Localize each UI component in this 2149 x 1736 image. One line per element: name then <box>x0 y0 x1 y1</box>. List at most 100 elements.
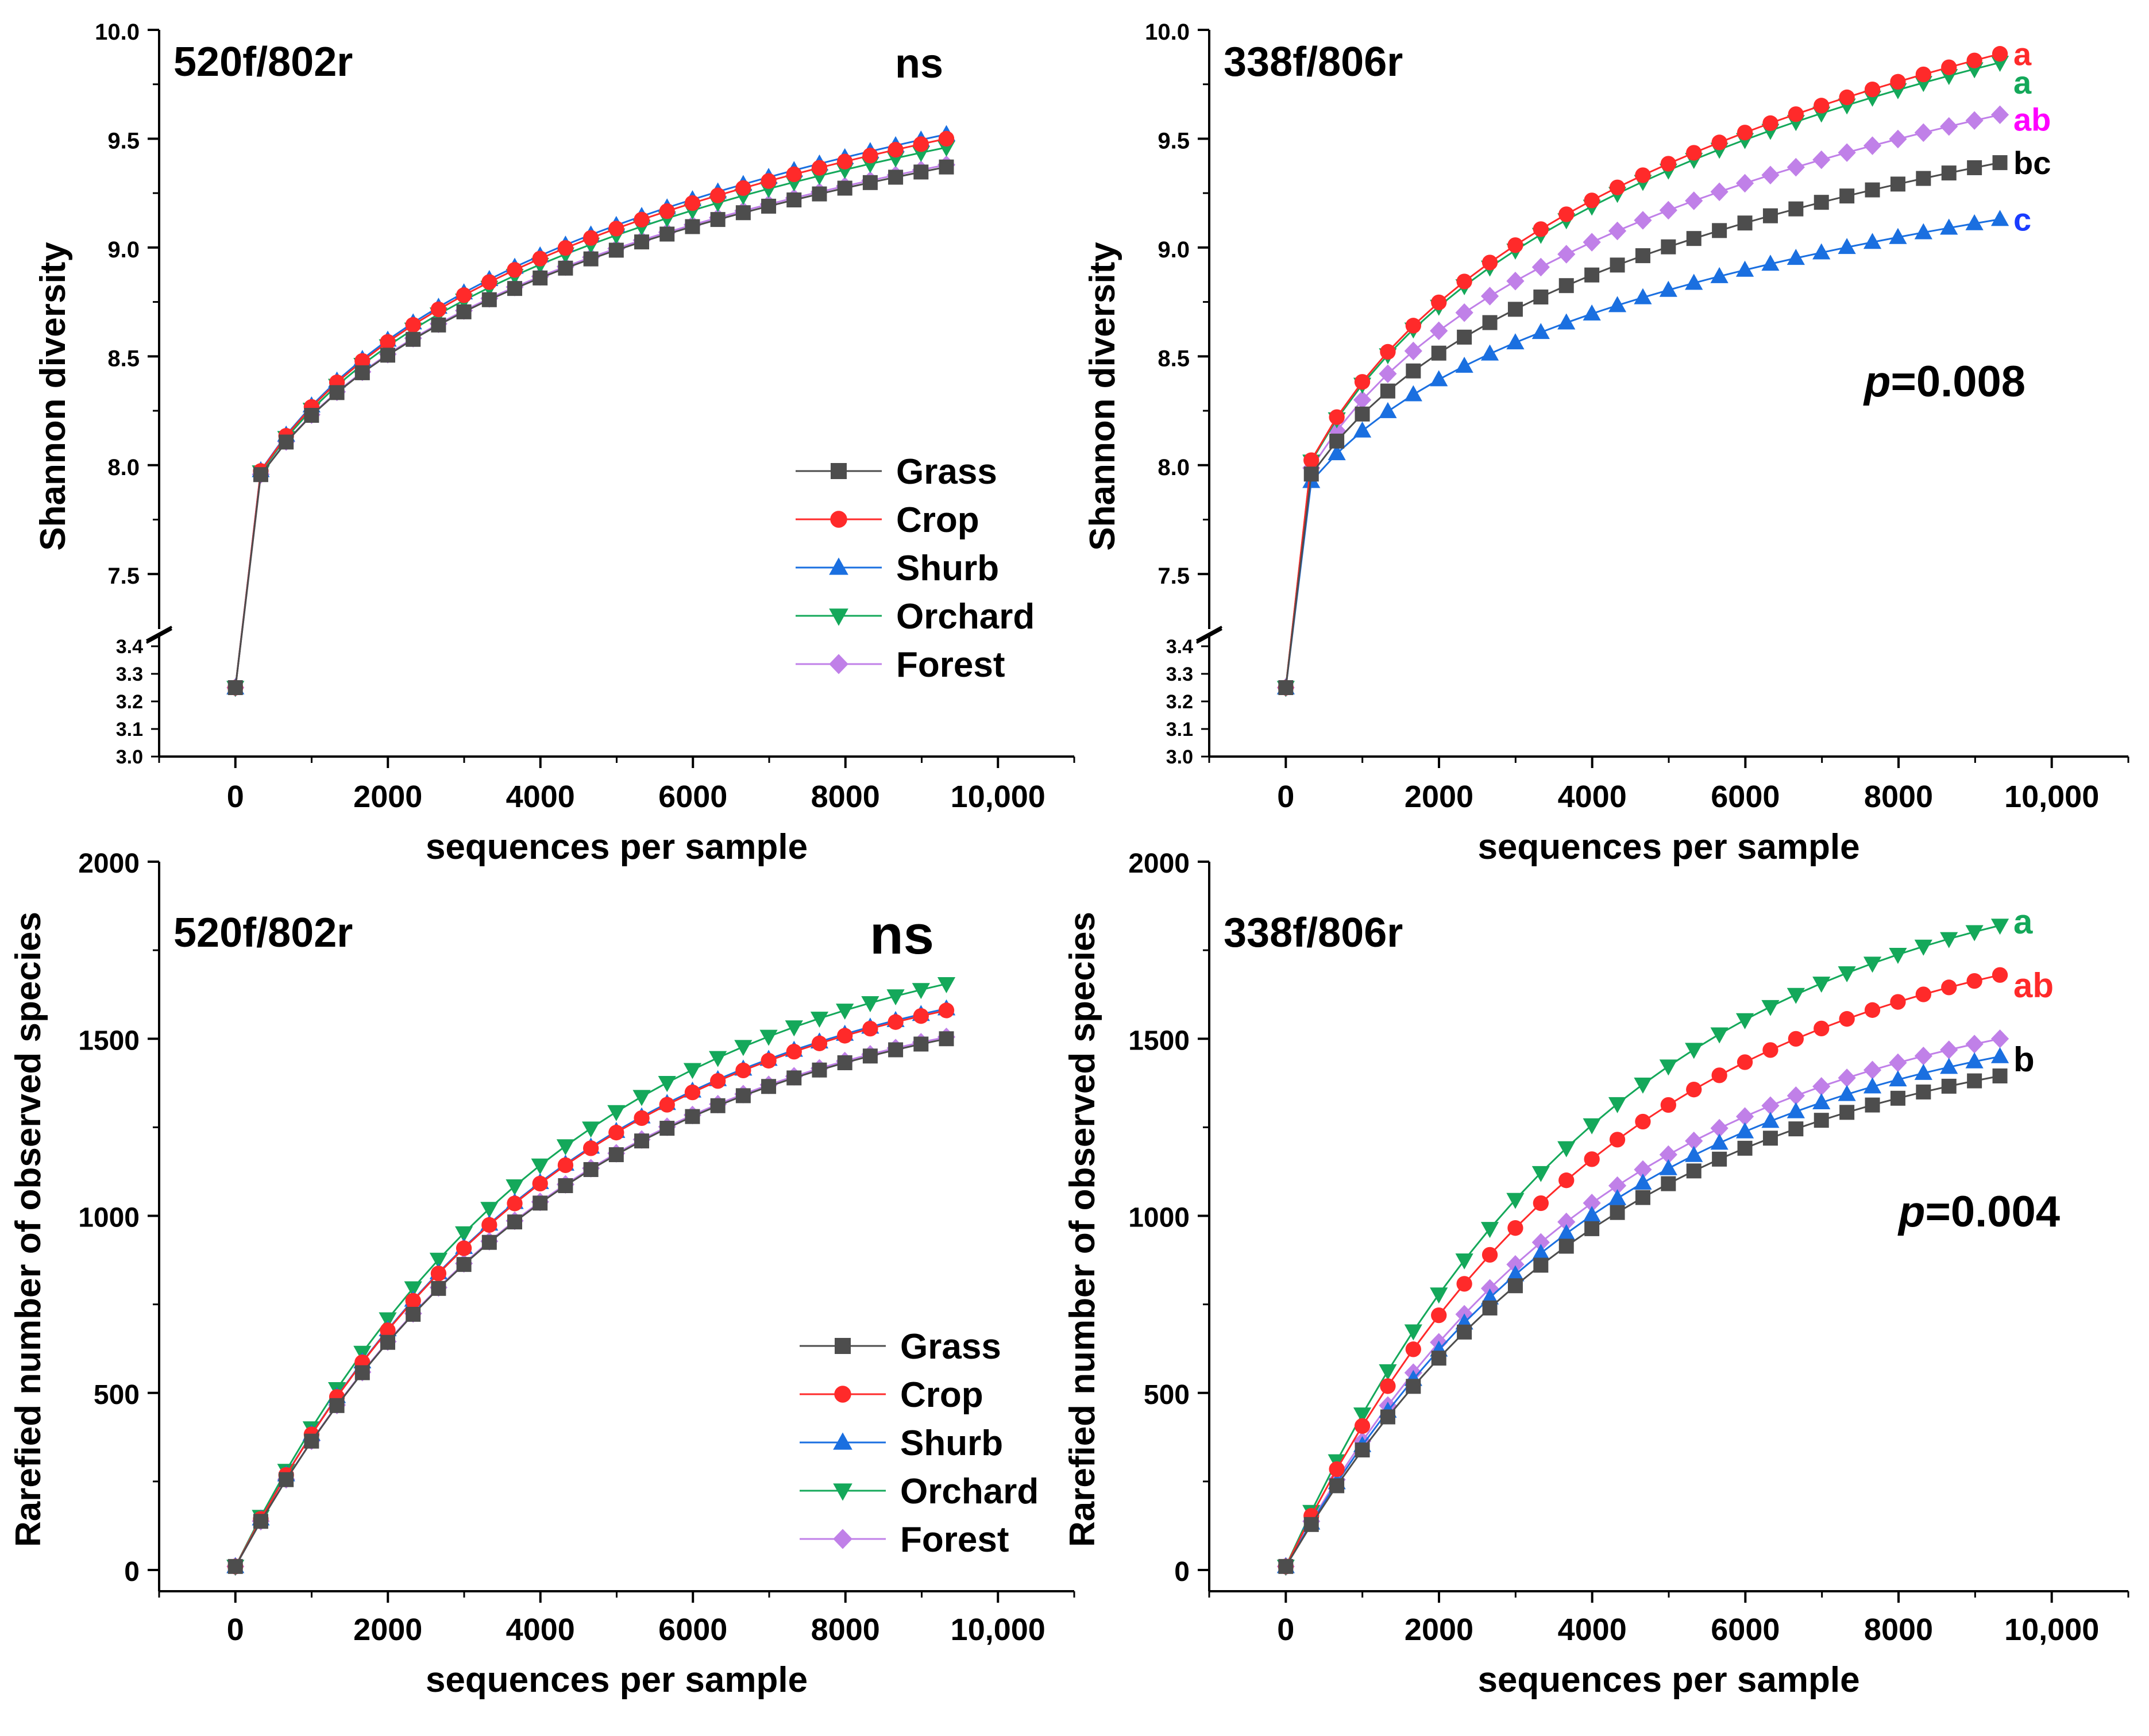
data-point <box>1838 143 1856 162</box>
data-point <box>608 242 624 258</box>
x-tick-label: 6000 <box>1711 780 1780 814</box>
data-point <box>481 1235 497 1250</box>
data-point <box>888 1014 904 1030</box>
data-point <box>1965 214 1984 230</box>
series-grass <box>227 159 954 695</box>
y-tick-label: 3.1 <box>1166 719 1193 740</box>
data-point <box>1735 173 1754 193</box>
legend-marker <box>835 1338 851 1354</box>
x-tick-label: 10,000 <box>2004 780 2099 814</box>
panel-title: 338f/806r <box>1224 39 1403 85</box>
data-point <box>1941 59 1957 75</box>
data-point <box>1531 323 1550 340</box>
data-point <box>1610 257 1625 273</box>
x-tick-label: 6000 <box>658 1612 727 1647</box>
series-line <box>1285 1075 2000 1567</box>
y-tick-label: 8.0 <box>1158 455 1190 480</box>
significance-letter: c <box>2013 202 2031 238</box>
data-point <box>404 1281 422 1298</box>
data-point <box>481 274 497 290</box>
data-point <box>456 304 472 319</box>
data-point <box>1992 1068 2008 1083</box>
data-point <box>1812 977 1831 993</box>
data-point <box>1660 1097 1676 1113</box>
data-point <box>1788 106 1804 122</box>
x-tick-label: 0 <box>227 1612 244 1647</box>
data-point <box>1838 966 1856 983</box>
data-point <box>1965 1052 1984 1068</box>
y-axis-title: Rarefied number of observed species <box>9 912 48 1547</box>
data-point <box>1531 1233 1550 1252</box>
data-point <box>1353 1407 1372 1424</box>
data-point <box>1914 939 1932 956</box>
data-point <box>1328 444 1346 461</box>
data-point <box>1329 433 1345 449</box>
series-shurb <box>1276 210 2009 695</box>
data-point <box>1686 1163 1702 1179</box>
y-tick-label: 0 <box>1174 1557 1190 1587</box>
legend-item-forest: Forest <box>800 1520 1009 1560</box>
series-line <box>234 133 947 688</box>
data-point <box>861 996 879 1013</box>
data-point <box>1379 1364 1397 1380</box>
data-point <box>1634 1077 1652 1094</box>
legend-item-grass: Grass <box>796 452 997 492</box>
data-point <box>1506 1193 1525 1209</box>
data-point <box>1557 245 1576 264</box>
data-point <box>1634 1173 1652 1190</box>
legend-item-shurb: Shurb <box>800 1423 1003 1463</box>
legend-item-orchard: Orchard <box>800 1472 1039 1511</box>
data-point <box>1506 333 1525 350</box>
data-point <box>1762 115 1778 132</box>
data-point <box>1303 452 1320 468</box>
data-point <box>1685 273 1703 290</box>
data-point <box>862 175 878 190</box>
data-point <box>1992 967 2008 983</box>
data-point <box>1303 466 1319 482</box>
legend-marker <box>834 1386 851 1403</box>
data-point <box>1814 1020 1830 1037</box>
data-point <box>1353 390 1372 410</box>
y-tick-label: 0 <box>124 1557 140 1587</box>
data-point <box>1735 1122 1754 1139</box>
x-tick-label: 4000 <box>506 780 575 814</box>
data-point <box>1533 1257 1549 1273</box>
legend-label: Orchard <box>900 1472 1039 1511</box>
data-point <box>1914 123 1932 142</box>
data-point <box>1787 157 1805 177</box>
data-point <box>913 1036 929 1052</box>
data-point <box>1380 1378 1396 1394</box>
data-point <box>913 136 929 152</box>
data-point <box>1480 287 1499 306</box>
data-point <box>1354 374 1371 390</box>
data-point <box>1507 302 1523 317</box>
data-point <box>329 385 345 400</box>
data-point <box>1864 1002 1881 1018</box>
data-point <box>862 1020 878 1037</box>
data-point <box>1967 160 1982 175</box>
data-point <box>810 1012 829 1028</box>
y-tick-label: 3.3 <box>116 663 143 685</box>
data-point <box>659 1097 675 1113</box>
data-point <box>1761 1000 1780 1016</box>
data-point <box>227 680 243 695</box>
data-point <box>735 205 751 221</box>
data-point <box>1735 1013 1754 1029</box>
data-point <box>1761 254 1780 271</box>
data-point <box>380 1322 396 1338</box>
y-tick-label: 8.0 <box>107 455 140 480</box>
data-point <box>1480 344 1499 361</box>
data-point <box>1737 125 1753 141</box>
data-point <box>1940 117 1958 136</box>
y-tick-label: 3.0 <box>116 746 143 768</box>
data-point <box>1329 1461 1345 1477</box>
data-point <box>684 195 701 211</box>
data-point <box>1712 223 1727 238</box>
data-point <box>761 1079 777 1094</box>
x-tick-label: 0 <box>1277 1612 1294 1647</box>
series-grass <box>1278 155 2008 695</box>
data-point <box>1379 364 1397 383</box>
legend-marker <box>829 608 848 626</box>
data-point <box>1838 1068 1856 1087</box>
y-tick-label: 3.3 <box>1166 663 1193 685</box>
